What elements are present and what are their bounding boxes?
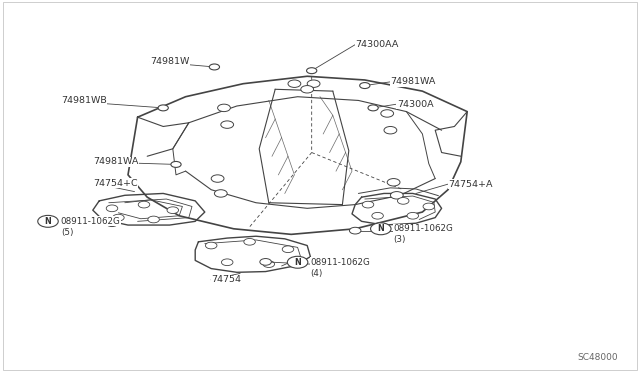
Circle shape bbox=[390, 192, 403, 199]
Circle shape bbox=[205, 242, 217, 249]
Circle shape bbox=[387, 179, 400, 186]
Circle shape bbox=[113, 214, 124, 221]
Circle shape bbox=[106, 220, 118, 227]
Circle shape bbox=[368, 105, 378, 111]
Circle shape bbox=[148, 216, 159, 223]
Text: 74300AA: 74300AA bbox=[355, 40, 399, 49]
Circle shape bbox=[138, 201, 150, 208]
Circle shape bbox=[214, 190, 227, 197]
Text: 74754: 74754 bbox=[211, 275, 241, 284]
Circle shape bbox=[282, 246, 294, 253]
Circle shape bbox=[244, 238, 255, 245]
Text: N: N bbox=[378, 224, 384, 233]
Circle shape bbox=[263, 261, 275, 267]
Circle shape bbox=[407, 212, 419, 219]
Circle shape bbox=[221, 259, 233, 266]
Text: 08911-1062G: 08911-1062G bbox=[394, 224, 453, 233]
Circle shape bbox=[381, 110, 394, 117]
Circle shape bbox=[288, 80, 301, 87]
Text: 74754+C: 74754+C bbox=[93, 179, 138, 187]
Text: SC48000: SC48000 bbox=[577, 353, 618, 362]
Text: 74981WA: 74981WA bbox=[93, 157, 138, 166]
Text: 74300A: 74300A bbox=[397, 100, 433, 109]
Circle shape bbox=[423, 203, 435, 210]
Circle shape bbox=[372, 212, 383, 219]
Text: (4): (4) bbox=[310, 269, 323, 278]
Circle shape bbox=[218, 104, 230, 112]
Text: 74981W: 74981W bbox=[150, 57, 190, 66]
Circle shape bbox=[106, 205, 118, 212]
Circle shape bbox=[397, 198, 409, 204]
Circle shape bbox=[211, 175, 224, 182]
Circle shape bbox=[221, 121, 234, 128]
Text: 08911-1062G: 08911-1062G bbox=[61, 217, 120, 226]
Circle shape bbox=[287, 256, 308, 268]
Circle shape bbox=[167, 207, 179, 214]
Text: (3): (3) bbox=[394, 235, 406, 244]
Circle shape bbox=[171, 161, 181, 167]
Circle shape bbox=[349, 227, 361, 234]
Text: 74981WB: 74981WB bbox=[61, 96, 106, 105]
Text: 74754+A: 74754+A bbox=[448, 180, 493, 189]
Circle shape bbox=[301, 86, 314, 93]
Text: N: N bbox=[45, 217, 51, 226]
Circle shape bbox=[307, 80, 320, 87]
Circle shape bbox=[360, 83, 370, 89]
Circle shape bbox=[38, 215, 58, 227]
Circle shape bbox=[307, 68, 317, 74]
Text: 74981WA: 74981WA bbox=[390, 77, 436, 86]
Circle shape bbox=[209, 64, 220, 70]
Text: N: N bbox=[294, 258, 301, 267]
Circle shape bbox=[384, 126, 397, 134]
Circle shape bbox=[260, 259, 271, 265]
Circle shape bbox=[362, 201, 374, 208]
Circle shape bbox=[158, 105, 168, 111]
Text: 08911-1062G: 08911-1062G bbox=[310, 258, 370, 267]
Text: (5): (5) bbox=[61, 228, 74, 237]
Circle shape bbox=[371, 223, 391, 235]
